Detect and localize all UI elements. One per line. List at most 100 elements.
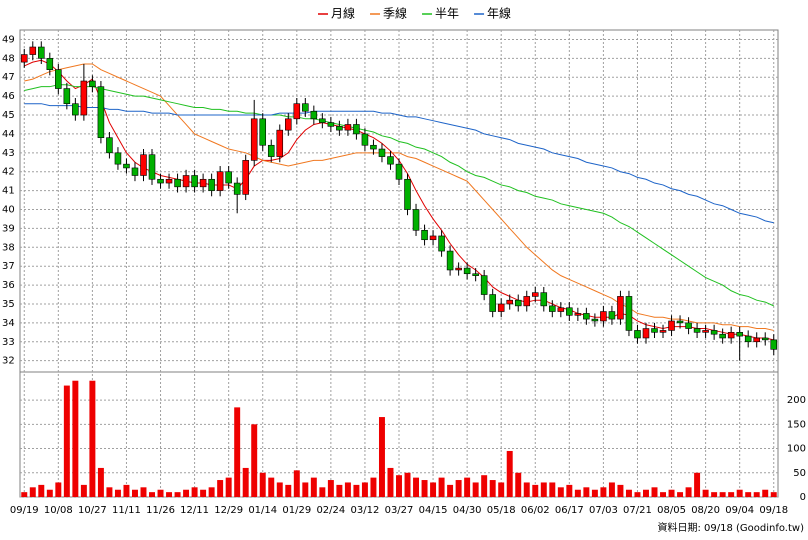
candle-body: [668, 320, 675, 331]
candle-body: [625, 296, 633, 331]
candle-body: [293, 103, 301, 120]
candle-body: [531, 292, 539, 297]
volume-bar: [89, 380, 96, 497]
volume-bar: [353, 484, 360, 497]
candle-body: [642, 328, 650, 339]
candle-body: [106, 137, 113, 154]
candle-body: [608, 311, 616, 320]
candle-body: [574, 313, 582, 316]
volume-bar: [46, 489, 53, 497]
candle-body: [395, 163, 403, 180]
candle-body: [549, 305, 556, 312]
volume-bar: [370, 477, 377, 497]
volume-bar: [481, 475, 488, 497]
volume-bar: [72, 380, 79, 497]
volume-bar: [438, 477, 445, 497]
volume-bar: [114, 489, 121, 497]
volume-bar: [711, 492, 718, 497]
candle-body: [182, 175, 190, 188]
y-tick-label: 46: [2, 91, 15, 102]
y-tick-label: 45: [2, 110, 15, 121]
candle-body: [63, 88, 71, 104]
candle-body: [174, 178, 181, 188]
footer: 資料日期: 09/18 (Goodinfo.tw): [657, 521, 804, 534]
candle-body: [89, 80, 96, 87]
volume-bar: [251, 424, 258, 497]
volume-bar: [557, 487, 564, 497]
volume-bar: [242, 467, 249, 497]
candle-body: [489, 294, 496, 312]
x-tick-label: 09/19: [10, 505, 39, 516]
volume-bar: [600, 487, 607, 497]
candle-body: [685, 322, 692, 329]
volume-bar: [302, 482, 309, 497]
candle-body: [55, 69, 62, 89]
volume-bar: [625, 489, 632, 497]
ma-line: [24, 84, 774, 307]
candle-body: [463, 267, 471, 275]
candle-body: [319, 118, 326, 123]
volume-bar: [396, 475, 402, 497]
x-tick-label: 01/29: [282, 505, 311, 516]
volume-bar: [344, 482, 351, 497]
y-tick-label: 32: [2, 356, 15, 367]
volume-bar: [677, 492, 684, 497]
volume-bar: [149, 492, 155, 497]
volume-bar: [506, 450, 513, 497]
volume-bar: [540, 482, 547, 497]
volume-bar: [728, 492, 735, 497]
y-tick-label: 38: [2, 242, 15, 253]
candle-body: [336, 126, 343, 131]
candle-body: [259, 118, 267, 146]
x-tick-label: 11/11: [112, 505, 141, 516]
x-tick-label: 08/20: [691, 505, 720, 516]
legend-label: 年線: [487, 6, 511, 21]
candle-body: [761, 337, 769, 341]
y-tick-label: 39: [2, 223, 15, 234]
volume-bar: [668, 489, 675, 497]
volume-bar: [140, 487, 147, 497]
candle-body: [472, 273, 479, 276]
candle-body: [302, 103, 309, 112]
y-tick-label: 40: [2, 205, 15, 216]
candle-body: [634, 330, 641, 339]
y-tick-label: 41: [2, 186, 15, 197]
volume-bar: [694, 472, 701, 497]
y-tick-label: 33: [2, 337, 15, 348]
volume-bar: [660, 492, 667, 497]
volume-bar: [464, 477, 471, 497]
candle-body: [566, 307, 573, 316]
candle-body: [523, 296, 531, 307]
y-tick-label: 42: [2, 167, 15, 178]
volume-bar: [21, 492, 28, 497]
y-tick-label: 49: [2, 34, 15, 45]
x-tick-label: 11/26: [146, 505, 175, 516]
candle-body: [736, 332, 743, 337]
y2-tick-label: 200: [787, 395, 806, 406]
candle-body: [276, 129, 284, 157]
candle-body: [591, 318, 599, 322]
volume-bar: [643, 489, 649, 497]
candle-body: [651, 328, 658, 333]
volume-bar: [753, 492, 760, 497]
candle-body: [446, 250, 454, 271]
volume-bar: [166, 492, 173, 497]
candle-body: [557, 307, 565, 312]
volume-bar: [736, 489, 743, 497]
candle-body: [676, 320, 684, 324]
volume-bar: [268, 477, 275, 497]
volume-bar: [634, 492, 641, 497]
candle-body: [710, 330, 718, 335]
candle-body: [97, 86, 105, 139]
volume-bar: [38, 484, 45, 497]
volume-bar: [310, 477, 317, 497]
candle-body: [506, 299, 513, 305]
volume-bar: [131, 489, 138, 497]
candle-body: [165, 178, 173, 184]
candle-body: [140, 154, 147, 176]
candle-body: [583, 313, 590, 320]
x-tick-label: 07/03: [589, 505, 618, 516]
candle-body: [250, 118, 258, 161]
y-tick-label: 36: [2, 280, 15, 291]
